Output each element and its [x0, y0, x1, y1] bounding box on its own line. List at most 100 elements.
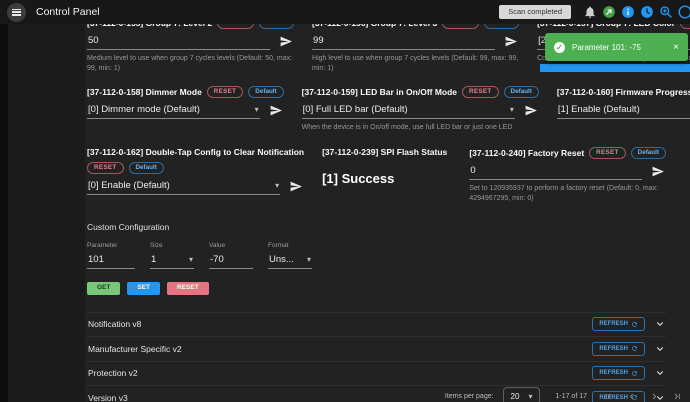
param-label: [37-112-0-240] Factory Reset: [469, 148, 585, 159]
appbar-icons: [583, 5, 690, 19]
default-button[interactable]: Default: [258, 24, 295, 30]
default-button[interactable]: Default: [248, 86, 284, 99]
param-helper: High level to use when group 7 cycles le…: [312, 55, 519, 72]
reset-button[interactable]: RESET: [217, 24, 254, 30]
send-icon[interactable]: [268, 104, 284, 117]
custom-format-field: Format Uns... ▾: [268, 242, 312, 270]
zoom-advanced-icon[interactable]: [659, 5, 673, 19]
section-row-manufacturer[interactable]: Manufacturer Specific v2 REFRESH: [87, 337, 666, 362]
parameter-input[interactable]: 101: [87, 252, 135, 270]
page-title: Control Panel: [36, 6, 100, 18]
toast-notification: ✓ Parameter 101: -75 ×: [545, 33, 688, 61]
param-label: [37-112-0-158] Dimmer Mode: [87, 87, 202, 98]
value-input[interactable]: -70: [209, 252, 253, 270]
chevron-down-icon: ▾: [188, 255, 193, 265]
default-button[interactable]: Default: [503, 86, 539, 99]
refresh-icon: [632, 370, 637, 376]
send-icon[interactable]: [523, 104, 539, 117]
param-select[interactable]: [0] Full LED bar (Default) ▾: [301, 102, 515, 120]
section-row-notification[interactable]: Notification v8 REFRESH: [87, 313, 666, 338]
chevron-down-icon[interactable]: [655, 319, 665, 329]
send-icon[interactable]: [650, 165, 666, 178]
first-page-icon[interactable]: [604, 392, 613, 401]
custom-value-field: Value -70: [209, 242, 253, 270]
reset-button[interactable]: RESET: [680, 24, 690, 30]
send-icon[interactable]: [503, 35, 519, 48]
reset-button[interactable]: RESET: [442, 24, 479, 30]
default-button[interactable]: Default: [483, 24, 520, 30]
left-gutter: [0, 24, 8, 402]
param-cell-firmware-led: [37-112-0-160] Firmware Progress LED RES…: [556, 86, 690, 133]
reset-config-button[interactable]: RESET: [167, 282, 209, 295]
size-select[interactable]: 1 ▾: [150, 252, 194, 270]
send-icon[interactable]: [288, 180, 304, 193]
chevron-left-icon[interactable]: [627, 392, 636, 401]
default-button[interactable]: Default: [630, 146, 666, 160]
param-cell-led-bar-mode: [37-112-0-159] LED Bar in On/Off Mode RE…: [301, 86, 539, 133]
chevron-down-icon[interactable]: [655, 393, 665, 402]
get-button[interactable]: GET: [87, 282, 121, 295]
param-cell-level3: [37-112-0-156] Group 7: Level 3 RESET De…: [312, 24, 520, 73]
param-select[interactable]: [0] Enable (Default) ▾: [87, 178, 281, 196]
param-label: [37-112-0-159] LED Bar in On/Off Mode: [301, 87, 458, 98]
param-cell-factory-reset: [37-112-0-240] Factory Reset RESET Defau…: [469, 146, 666, 203]
param-input[interactable]: 99: [312, 33, 496, 51]
chevron-right-icon[interactable]: [650, 392, 659, 401]
refresh-button[interactable]: REFRESH: [592, 390, 645, 402]
scan-status-chip[interactable]: Scan completed: [499, 4, 571, 20]
param-select[interactable]: [1] Enable (Default) ▾: [556, 102, 690, 120]
page-size-select[interactable]: 20 ▾: [502, 387, 541, 402]
health-check-icon[interactable]: [602, 5, 616, 19]
param-cell-dimmer-mode: [37-112-0-158] Dimmer Mode RESET Default…: [87, 86, 284, 133]
chevron-down-icon: ▾: [528, 391, 533, 401]
check-circle-icon: ✓: [554, 41, 565, 53]
reset-button[interactable]: RESET: [589, 146, 626, 160]
readonly-value: [1] Success: [322, 170, 395, 186]
command-class-list: Notification v8 REFRESH Manufacturer Spe…: [87, 311, 666, 402]
refresh-button[interactable]: REFRESH: [592, 317, 645, 332]
toast-message: Parameter 101: -75: [572, 42, 641, 52]
section-label: Version v3: [88, 392, 128, 402]
left-panel: [8, 24, 85, 402]
param-label: [37-112-0-155] Group 7: Level 2: [87, 24, 212, 28]
chevron-down-icon[interactable]: [655, 344, 665, 354]
last-page-icon[interactable]: [673, 392, 682, 401]
close-icon[interactable]: ×: [673, 41, 679, 53]
refresh-button[interactable]: REFRESH: [592, 366, 645, 381]
refresh-button[interactable]: REFRESH: [592, 341, 645, 356]
config-content: [37-112-0-155] Group 7: Level 2 RESET De…: [85, 24, 690, 402]
notifications-bell-icon[interactable]: [583, 5, 597, 19]
field-label: Size: [150, 242, 163, 250]
section-label: Manufacturer Specific v2: [88, 343, 182, 354]
info-icon[interactable]: [621, 5, 635, 19]
send-icon[interactable]: [278, 35, 294, 48]
history-icon[interactable]: [640, 5, 654, 19]
chevron-down-icon: ▾: [254, 105, 259, 115]
set-button[interactable]: SET: [127, 282, 161, 295]
param-select[interactable]: [0] Dimmer mode (Default) ▾: [87, 102, 260, 120]
chevron-down-icon[interactable]: [655, 368, 665, 378]
param-row-3: [37-112-0-162] Double-Tap Config to Clea…: [87, 146, 666, 203]
hamburger-icon: [12, 8, 21, 16]
format-select[interactable]: Uns... ▾: [268, 252, 312, 270]
field-label: Parameter: [87, 242, 118, 250]
reset-button[interactable]: RESET: [87, 161, 124, 175]
param-helper: Medium level to use when group 7 cycles …: [87, 55, 293, 72]
param-helper: When the device is in On/off mode, use f…: [301, 124, 513, 132]
param-helper: Set to 120935937 to perform a factory re…: [469, 185, 659, 202]
default-button[interactable]: Default: [128, 161, 164, 175]
param-row-2: [37-112-0-158] Dimmer Mode RESET Default…: [87, 86, 690, 133]
section-row-version[interactable]: Version v3 REFRESH: [87, 386, 666, 402]
chevron-down-icon: ▾: [509, 105, 514, 115]
param-input[interactable]: 0: [469, 163, 642, 181]
menu-button[interactable]: [7, 2, 26, 22]
section-row-protection[interactable]: Protection v2 REFRESH: [87, 362, 666, 387]
chevron-down-icon: ▾: [306, 255, 311, 265]
pagination-bar: Items per page: 20 ▾ 1-17 of 17: [85, 382, 690, 402]
param-input[interactable]: 50: [87, 33, 271, 51]
reset-button[interactable]: RESET: [206, 86, 244, 99]
chevron-down-icon: ▾: [275, 181, 280, 191]
field-label: Value: [209, 242, 226, 250]
reset-button[interactable]: RESET: [462, 86, 499, 99]
partial-circle-icon[interactable]: [678, 5, 690, 19]
